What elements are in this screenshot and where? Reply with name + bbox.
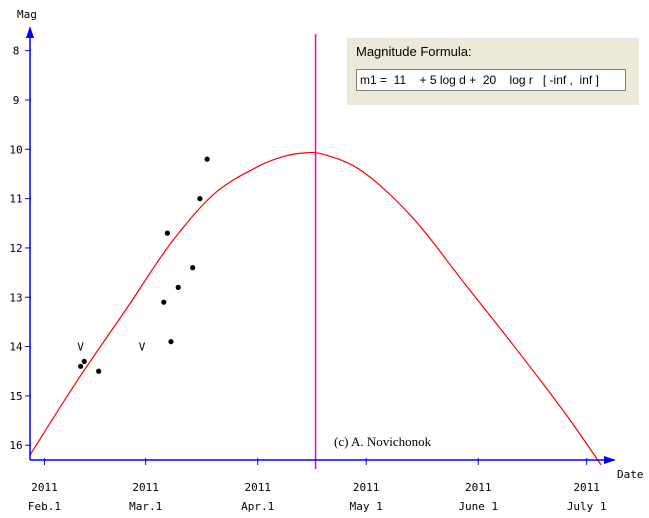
formula-field[interactable]: m1 = 11 + 5 log d + 20 log r [ -inf , in…	[356, 69, 626, 91]
observation-point	[190, 265, 196, 271]
visual-observation-mark: V	[77, 341, 84, 354]
observation-point	[175, 284, 181, 290]
x-tick-month-label: May 1	[350, 500, 383, 513]
copyright-annotation: (c) A. Novichonok	[334, 434, 432, 449]
observation-point	[197, 196, 203, 202]
x-tick-month-label: July 1	[567, 500, 607, 513]
observation-point	[164, 230, 170, 236]
y-tick-label: 14	[9, 341, 23, 354]
observation-point	[161, 299, 167, 305]
y-tick-label: 10	[9, 143, 22, 156]
y-tick-label: 11	[9, 193, 22, 206]
y-tick-label: 16	[9, 439, 22, 452]
observation-point	[168, 339, 174, 345]
y-tick-label: 9	[13, 94, 20, 107]
observation-point	[78, 363, 84, 369]
magnitude-formula-panel: Magnitude Formula: m1 = 11 + 5 log d + 2…	[347, 38, 639, 105]
predicted-magnitude-curve	[29, 151, 602, 466]
x-tick-month-label: Apr.1	[241, 500, 274, 513]
y-axis-label: Mag	[17, 8, 37, 21]
x-tick-month-label: Mar.1	[129, 500, 162, 513]
observation-point	[96, 368, 102, 374]
y-axis-arrow	[26, 26, 34, 38]
x-axis-label: Date	[617, 468, 644, 481]
x-tick-year-label: 2011	[465, 481, 492, 494]
observation-point	[81, 358, 87, 364]
y-tick-label: 15	[9, 390, 22, 403]
x-tick-year-label: 2011	[353, 481, 380, 494]
observation-point	[204, 156, 210, 162]
y-tick-label: 12	[9, 242, 22, 255]
x-tick-month-label: Feb.1	[28, 500, 61, 513]
visual-observation-mark: V	[139, 341, 146, 354]
x-tick-year-label: 2011	[244, 481, 271, 494]
x-axis-arrow	[604, 456, 616, 464]
x-tick-year-label: 2011	[573, 481, 600, 494]
y-tick-label: 13	[9, 291, 22, 304]
y-tick-label: 8	[13, 45, 20, 58]
x-tick-year-label: 2011	[132, 481, 159, 494]
x-tick-year-label: 2011	[31, 481, 58, 494]
formula-title: Magnitude Formula:	[356, 44, 472, 59]
x-tick-month-label: June 1	[458, 500, 498, 513]
